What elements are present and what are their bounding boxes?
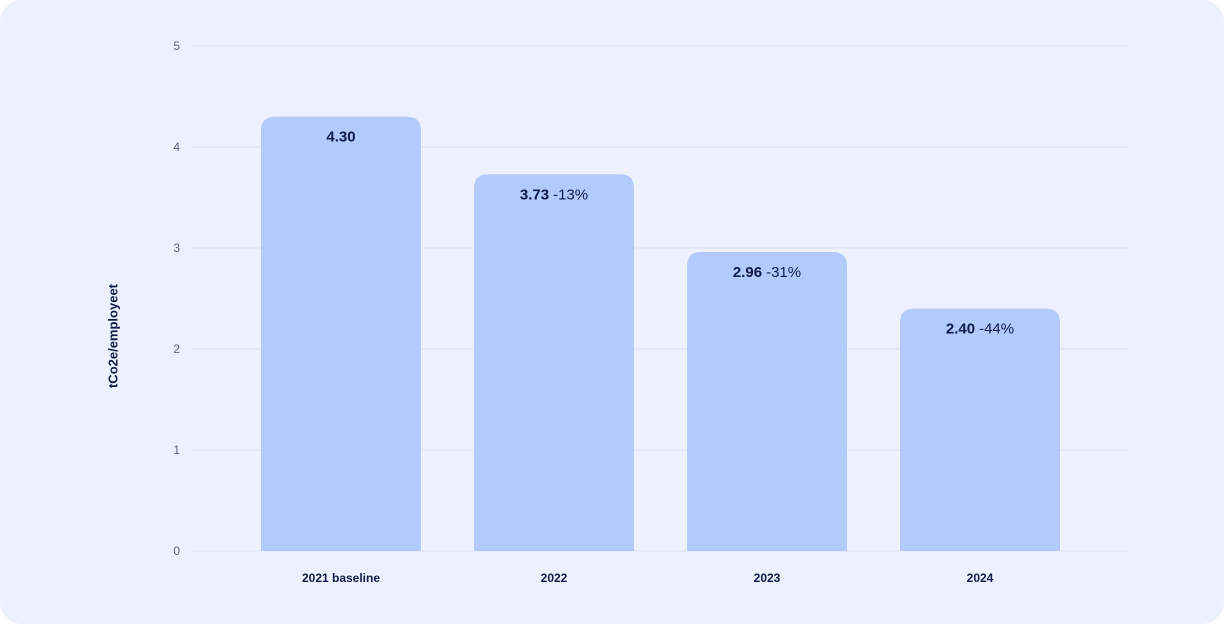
bar [687,252,847,552]
data-label: 2.96 -31% [733,264,801,281]
data-label-value: 2.40 [946,321,975,338]
data-label-change: -44% [979,321,1014,338]
data-label-change: -13% [553,186,588,203]
data-label: 4.30 [326,129,355,146]
y-tick-label: 4 [173,140,180,154]
bar [261,116,421,551]
y-tick-label: 5 [173,39,180,53]
x-tick-label: 2021 baseline [302,571,380,585]
x-tick-label: 2022 [541,571,568,585]
data-label-value: 3.73 [520,186,549,203]
data-label-change: -31% [766,264,801,281]
data-label-value: 2.96 [733,264,762,281]
y-tick-label: 1 [173,443,180,457]
y-tick-label: 2 [173,342,180,356]
x-tick-label: 2024 [967,571,994,585]
data-label: 3.73 -13% [520,186,588,203]
y-axis-label: tCo2e/employeet [105,283,121,389]
x-tick-label: 2023 [754,571,781,585]
bar [900,308,1060,551]
bar [474,174,634,551]
data-label-value: 4.30 [326,129,355,146]
data-label: 2.40 -44% [946,321,1014,338]
y-tick-label: 3 [173,241,180,255]
y-tick-label: 0 [173,544,180,558]
